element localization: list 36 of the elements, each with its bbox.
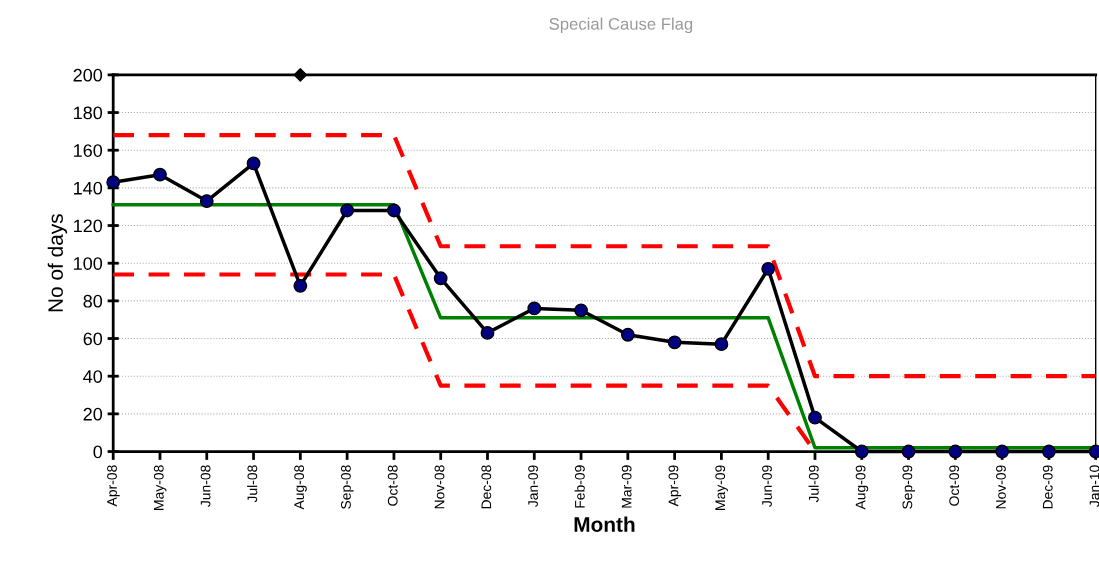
x-tick-label: Aug-09	[855, 465, 869, 510]
y-tick-label: 180	[74, 106, 103, 120]
x-tick-label: Dec-08	[481, 465, 492, 509]
y-tick-label: 80	[83, 294, 103, 308]
y-tick-label: 200	[73, 68, 103, 82]
x-tick-label: Jun-09	[762, 465, 772, 507]
x-tick-label: Apr-08	[107, 465, 120, 507]
y-axis-title: No of days	[47, 214, 68, 312]
x-tick-label: Sep-09	[902, 465, 916, 509]
x-tick-label: May-09	[715, 465, 728, 510]
y-tick-label: 20	[83, 407, 103, 421]
y-tick-label: 100	[74, 257, 103, 270]
x-tick-label: Oct-09	[949, 465, 960, 506]
y-tick-label: 40	[83, 370, 103, 383]
y-tick-label: 160	[74, 144, 103, 157]
y-tick-label: 120	[74, 219, 103, 233]
y-tick-label: 60	[83, 332, 103, 346]
y-tick-label: 140	[74, 181, 103, 195]
x-tick-label: Jul-09	[808, 465, 819, 503]
x-axis-title: Month	[574, 516, 635, 532]
y-tick-label: 0	[93, 445, 103, 459]
x-tick-label: May-08	[153, 465, 167, 510]
x-tick-label: Sep-08	[341, 465, 354, 509]
x-tick-label: Jan-09	[528, 465, 538, 507]
x-tick-label: Apr-09	[668, 465, 682, 507]
x-tick-label: Jun-08	[200, 465, 211, 507]
x-tick-label: Jan-10	[1089, 465, 1099, 507]
chart-title: Special Cause Flag	[549, 17, 693, 34]
x-tick-label: Jul-08	[247, 465, 258, 503]
x-tick-label: Nov-08	[434, 465, 445, 509]
x-tick-label: Aug-08	[294, 465, 307, 510]
x-tick-label: Oct-08	[387, 465, 398, 506]
x-tick-label: Dec-09	[1042, 465, 1053, 509]
x-tick-label: Mar-09	[621, 465, 632, 508]
x-tick-label: Feb-09	[574, 465, 585, 508]
x-tick-label: Nov-09	[996, 465, 1006, 509]
